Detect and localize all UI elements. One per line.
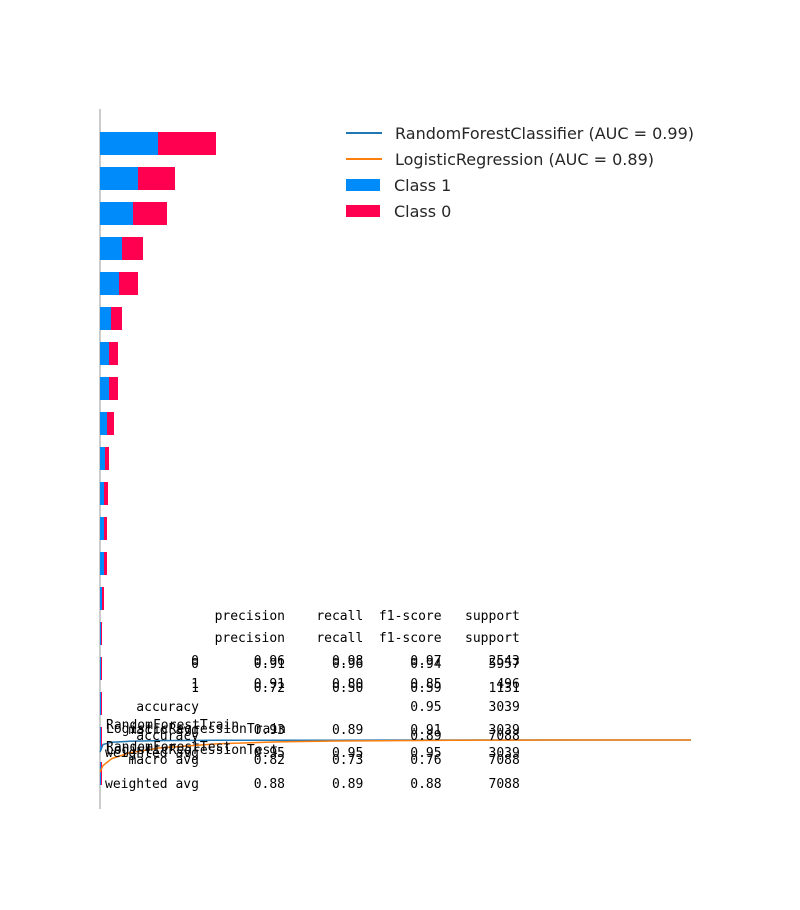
roc-line-logisticregression	[99, 739, 691, 773]
bar-class-1-11	[100, 517, 104, 540]
bar-class-0-10	[104, 482, 108, 505]
bar-class-0-15	[101, 657, 102, 680]
legend-item: Class 0	[346, 198, 694, 224]
bar-class-1-6	[100, 342, 109, 365]
bar-class-1-10	[100, 482, 104, 505]
bar-class-0-8	[107, 412, 114, 435]
bar-class-0-12	[104, 552, 107, 575]
bar-class-0-18	[101, 762, 102, 785]
bar-class-1-9	[100, 447, 105, 470]
roc-lines-group	[99, 739, 691, 773]
legend-label: Class 1	[394, 175, 452, 195]
label-test: RandomForestTest	[106, 740, 232, 755]
classification-report-b: precision recall f1-score support 0 0.96…	[105, 631, 520, 761]
bar-class-1-17	[100, 727, 101, 750]
bar-class-1-7	[100, 377, 109, 400]
bar-class-0-9	[105, 447, 109, 470]
bar-class-1-8	[100, 412, 107, 435]
bar-series-group	[100, 132, 216, 785]
bar-class-0-17	[101, 727, 102, 750]
legend: RandomForestClassifier (AUC = 0.99) Logis…	[346, 120, 694, 224]
legend-label: LogisticRegression (AUC = 0.89)	[395, 149, 654, 169]
bar-class-0-2	[133, 202, 167, 225]
bar-class-0-13	[102, 587, 104, 610]
bar-class-1-0	[100, 132, 158, 155]
bar-class-0-5	[111, 307, 122, 330]
bar-class-1-5	[100, 307, 111, 330]
legend-line-swatch	[346, 158, 382, 160]
bar-class-0-0	[158, 132, 216, 155]
bar-class-0-16	[101, 692, 102, 715]
bar-class-1-18	[100, 762, 101, 785]
legend-label: Class 0	[394, 201, 452, 221]
legend-item: RandomForestClassifier (AUC = 0.99)	[346, 120, 694, 146]
bar-class-0-1	[138, 167, 175, 190]
legend-item: Class 1	[346, 172, 694, 198]
bar-class-0-6	[109, 342, 118, 365]
bar-class-0-4	[119, 272, 138, 295]
bar-class-1-4	[100, 272, 119, 295]
bar-class-1-12	[100, 552, 104, 575]
bar-class-1-2	[100, 202, 133, 225]
bar-class-1-1	[100, 167, 138, 190]
bar-class-1-15	[100, 657, 101, 680]
bar-class-0-3	[122, 237, 143, 260]
legend-line-swatch	[346, 132, 382, 134]
bar-class-1-13	[100, 587, 102, 610]
bar-class-0-14	[101, 622, 102, 645]
bar-class-1-3	[100, 237, 122, 260]
label-test-2: LogisticRegressionTest	[106, 743, 279, 758]
legend-patch-swatch	[346, 205, 380, 217]
legend-item: LogisticRegression (AUC = 0.89)	[346, 146, 694, 172]
bar-class-1-16	[100, 692, 101, 715]
label-train-2: LogisticRegressionTrain	[106, 722, 287, 737]
legend-label: RandomForestClassifier (AUC = 0.99)	[395, 123, 694, 143]
bar-class-1-14	[100, 622, 101, 645]
bar-class-0-11	[104, 517, 107, 540]
legend-patch-swatch	[346, 179, 380, 191]
classification-report-a: precision recall f1-score support 0 0.91…	[105, 609, 520, 792]
label-train: RandomForestTrain	[106, 718, 240, 733]
bar-class-0-7	[109, 377, 118, 400]
